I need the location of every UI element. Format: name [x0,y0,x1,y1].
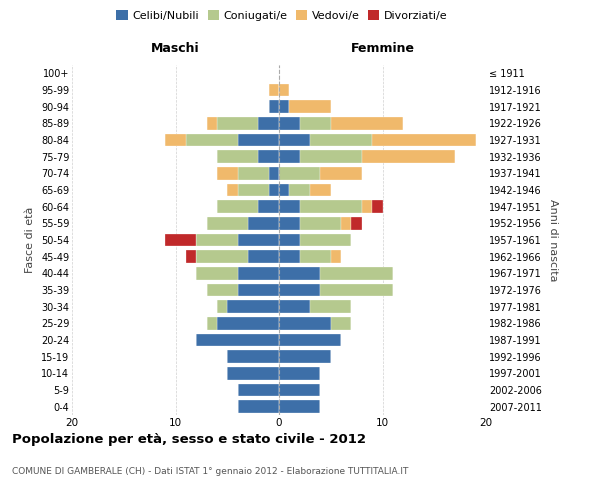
Bar [206,217,248,230]
Bar [279,200,300,213]
Bar [217,200,259,213]
Bar [331,317,352,330]
Bar [238,284,279,296]
Bar [289,100,331,113]
Bar [279,267,320,280]
Y-axis label: Anni di nascita: Anni di nascita [548,198,559,281]
Bar [227,350,279,363]
Bar [206,117,217,130]
Bar [238,234,279,246]
Bar [331,250,341,263]
Legend: Celibi/Nubili, Coniugati/e, Vedovi/e, Divorziati/e: Celibi/Nubili, Coniugati/e, Vedovi/e, Di… [114,8,450,23]
Bar [300,217,341,230]
Text: Maschi: Maschi [151,42,200,55]
Bar [248,250,279,263]
Bar [196,267,238,280]
Bar [259,150,279,163]
Bar [320,284,393,296]
Bar [279,84,289,96]
Y-axis label: Fasce di età: Fasce di età [25,207,35,273]
Bar [310,184,331,196]
Bar [217,167,238,179]
Bar [238,267,279,280]
Bar [320,167,362,179]
Bar [238,400,279,413]
Bar [248,217,279,230]
Bar [279,184,289,196]
Bar [227,300,279,313]
Bar [186,250,196,263]
Bar [310,300,352,313]
Bar [217,117,259,130]
Bar [279,117,300,130]
Bar [196,250,248,263]
Bar [217,150,259,163]
Bar [206,317,217,330]
Bar [362,200,372,213]
Bar [238,167,269,179]
Bar [206,284,238,296]
Bar [279,400,320,413]
Bar [320,267,393,280]
Bar [279,167,320,179]
Bar [279,367,320,380]
Bar [372,200,383,213]
Bar [300,117,331,130]
Text: COMUNE DI GAMBERALE (CH) - Dati ISTAT 1° gennaio 2012 - Elaborazione TUTTITALIA.: COMUNE DI GAMBERALE (CH) - Dati ISTAT 1°… [12,468,409,476]
Bar [269,84,279,96]
Bar [217,317,279,330]
Bar [279,217,300,230]
Bar [269,167,279,179]
Bar [238,184,269,196]
Bar [279,300,310,313]
Bar [300,234,352,246]
Bar [300,150,362,163]
Bar [300,200,362,213]
Bar [279,100,289,113]
Bar [165,234,196,246]
Bar [196,234,238,246]
Bar [269,184,279,196]
Bar [227,367,279,380]
Bar [279,334,341,346]
Text: Popolazione per età, sesso e stato civile - 2012: Popolazione per età, sesso e stato civil… [12,432,366,446]
Bar [289,184,310,196]
Bar [238,384,279,396]
Bar [279,317,331,330]
Bar [362,150,455,163]
Bar [310,134,372,146]
Bar [238,134,279,146]
Text: Femmine: Femmine [350,42,415,55]
Bar [279,150,300,163]
Bar [279,234,300,246]
Bar [259,200,279,213]
Bar [165,134,186,146]
Bar [279,350,331,363]
Bar [227,184,238,196]
Bar [279,384,320,396]
Bar [259,117,279,130]
Bar [186,134,238,146]
Bar [372,134,476,146]
Bar [352,217,362,230]
Bar [279,250,300,263]
Bar [279,284,320,296]
Bar [300,250,331,263]
Bar [331,117,403,130]
Bar [279,134,310,146]
Bar [217,300,227,313]
Bar [341,217,352,230]
Bar [196,334,279,346]
Bar [269,100,279,113]
